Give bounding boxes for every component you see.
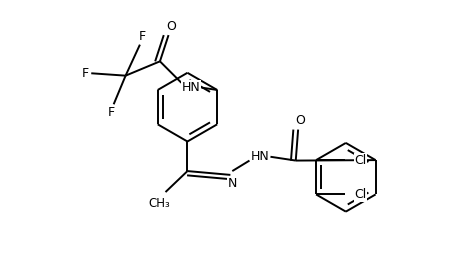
Text: O: O [166,20,176,33]
Text: CH₃: CH₃ [147,197,169,210]
Text: HN: HN [181,81,200,94]
Text: O: O [295,114,305,128]
Text: F: F [82,67,89,80]
Text: F: F [108,106,115,119]
Text: F: F [138,30,145,43]
Text: Cl: Cl [354,154,366,167]
Text: HN: HN [250,150,269,163]
Text: Cl: Cl [354,188,366,201]
Text: N: N [227,177,237,190]
